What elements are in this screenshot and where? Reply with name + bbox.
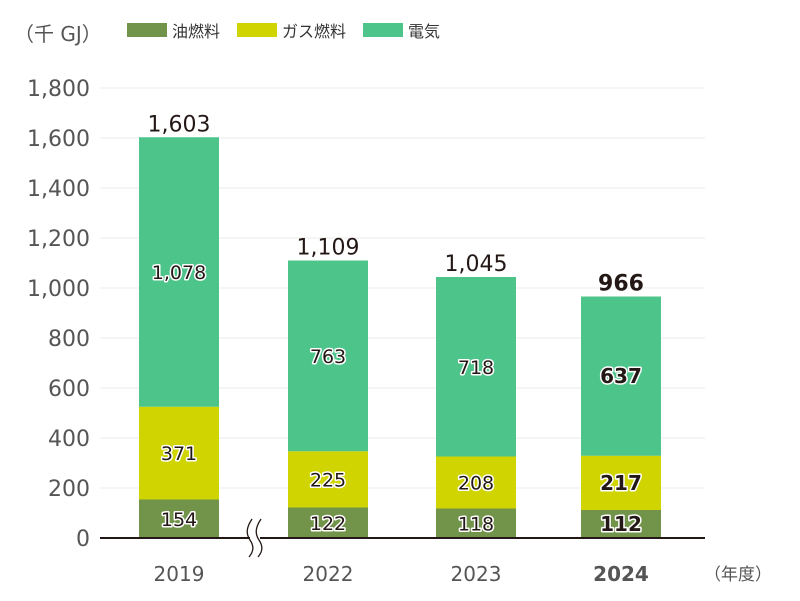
segment-value-label: 1,078 — [152, 262, 206, 284]
legend-item-gas: ガス燃料 — [237, 18, 346, 42]
y-tick-label: 600 — [48, 377, 90, 402]
segment-value-label: 118 — [458, 513, 494, 535]
y-tick-label: 1,600 — [27, 127, 90, 152]
segment-value-label: 637 — [600, 364, 642, 388]
bar-segment — [436, 277, 516, 457]
segment-value-label: 122 — [310, 513, 346, 535]
y-tick-label: 1,400 — [27, 177, 90, 202]
bar-segment — [288, 507, 368, 538]
bar-segment — [581, 455, 661, 510]
y-tick-label: 1,200 — [27, 227, 90, 252]
axis-break-mark — [246, 518, 254, 558]
total-value-label: 1,109 — [297, 236, 360, 261]
y-tick-label: 1,000 — [27, 277, 90, 302]
segment-value-label: 718 — [458, 357, 494, 379]
legend-swatch-gas — [237, 23, 278, 37]
bar-segment — [581, 510, 661, 538]
bar-segment — [288, 260, 368, 452]
legend-swatch-electricity — [363, 23, 404, 37]
axis-break-mark — [255, 518, 263, 558]
x-axis-unit-label: （年度） — [704, 565, 772, 585]
total-value-label: 1,045 — [445, 252, 508, 277]
legend-item-oil: 油燃料 — [127, 18, 220, 42]
bar-segment — [139, 406, 219, 500]
x-tick-label: 2024 — [593, 562, 649, 586]
segment-value-label: 371 — [161, 443, 197, 465]
bar-segment — [139, 499, 219, 538]
legend-label-electricity: 電気 — [408, 22, 441, 41]
segment-value-label: 763 — [310, 346, 346, 368]
y-tick-label: 1,800 — [27, 77, 90, 102]
segment-value-label: 208 — [458, 473, 494, 495]
legend-label-oil: 油燃料 — [172, 22, 221, 41]
total-value-label: 966 — [598, 272, 644, 297]
bar-segment — [436, 456, 516, 509]
bar-segment — [436, 508, 516, 538]
y-tick-label: 800 — [48, 327, 90, 352]
total-value-label: 1,603 — [148, 112, 211, 137]
data-labels: 154 371 1,078 1,603 122 225 763 1,109 118 208 718 1… — [148, 112, 644, 537]
legend-swatch-oil — [127, 23, 167, 37]
x-tick-label: 2019 — [154, 562, 205, 586]
bar-segment — [288, 451, 368, 508]
legend-item-electricity: 電気 — [363, 18, 440, 42]
bar-segment — [139, 137, 219, 407]
segment-value-label: 217 — [600, 471, 642, 495]
x-tick-label: 2022 — [303, 562, 354, 586]
bar-segment — [581, 296, 661, 456]
legend-label-gas: ガス燃料 — [282, 22, 347, 41]
x-tick-label: 2023 — [451, 562, 502, 586]
y-axis-ticks: 0 200 400 600 800 1,000 1,200 1,400 1,600 1,800 — [27, 77, 90, 552]
y-tick-label: 200 — [48, 477, 90, 502]
bars — [139, 137, 661, 538]
x-axis-ticks: 2019 2022 2023 2024 — [154, 562, 649, 586]
y-axis-unit-label: （千 GJ） — [14, 22, 102, 46]
legend: 油燃料 ガス燃料 電気 — [127, 18, 457, 42]
segment-value-label: 225 — [310, 469, 346, 491]
segment-value-label: 154 — [161, 509, 197, 531]
x-axis — [100, 518, 705, 558]
y-tick-label: 0 — [76, 527, 90, 552]
segment-value-label: 112 — [600, 512, 642, 536]
axis-break-gap — [250, 535, 260, 541]
y-tick-label: 400 — [48, 427, 90, 452]
